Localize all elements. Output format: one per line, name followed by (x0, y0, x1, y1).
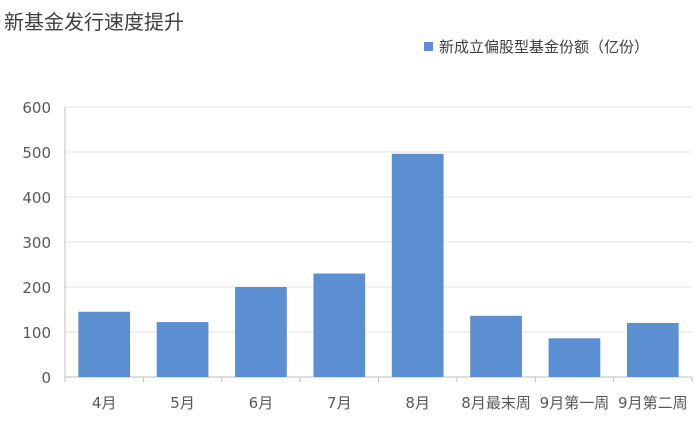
y-tick-label: 500 (22, 144, 51, 162)
legend-label: 新成立偏股型基金份额（亿份） (439, 38, 650, 56)
y-tick-label: 600 (22, 99, 51, 117)
y-tick-label: 100 (22, 324, 51, 342)
y-tick-label: 400 (22, 189, 51, 207)
legend-swatch (424, 42, 433, 51)
bar (391, 153, 444, 377)
x-tick-label: 8月最末周 (461, 394, 531, 412)
x-tick-label: 8月 (405, 394, 430, 412)
y-tick-label: 200 (22, 279, 51, 297)
y-tick-label: 0 (41, 369, 51, 387)
bar (156, 322, 209, 377)
bar (626, 323, 679, 377)
x-tick-label: 5月 (170, 394, 195, 412)
x-tick-label: 9月第一周 (540, 394, 610, 412)
x-tick-label: 9月第二周 (618, 394, 688, 412)
bar (470, 315, 522, 377)
x-tick-label: 4月 (92, 394, 117, 412)
chart-title: 新基金发行速度提升 (4, 10, 184, 34)
x-tick-label: 6月 (249, 394, 274, 412)
bar (78, 311, 131, 377)
y-tick-label: 300 (22, 234, 51, 252)
bar (548, 338, 601, 377)
bar (313, 273, 366, 377)
chart-legend: 新成立偏股型基金份额（亿份） (424, 36, 649, 57)
bar (235, 287, 287, 377)
x-tick-label: 7月 (327, 394, 352, 412)
